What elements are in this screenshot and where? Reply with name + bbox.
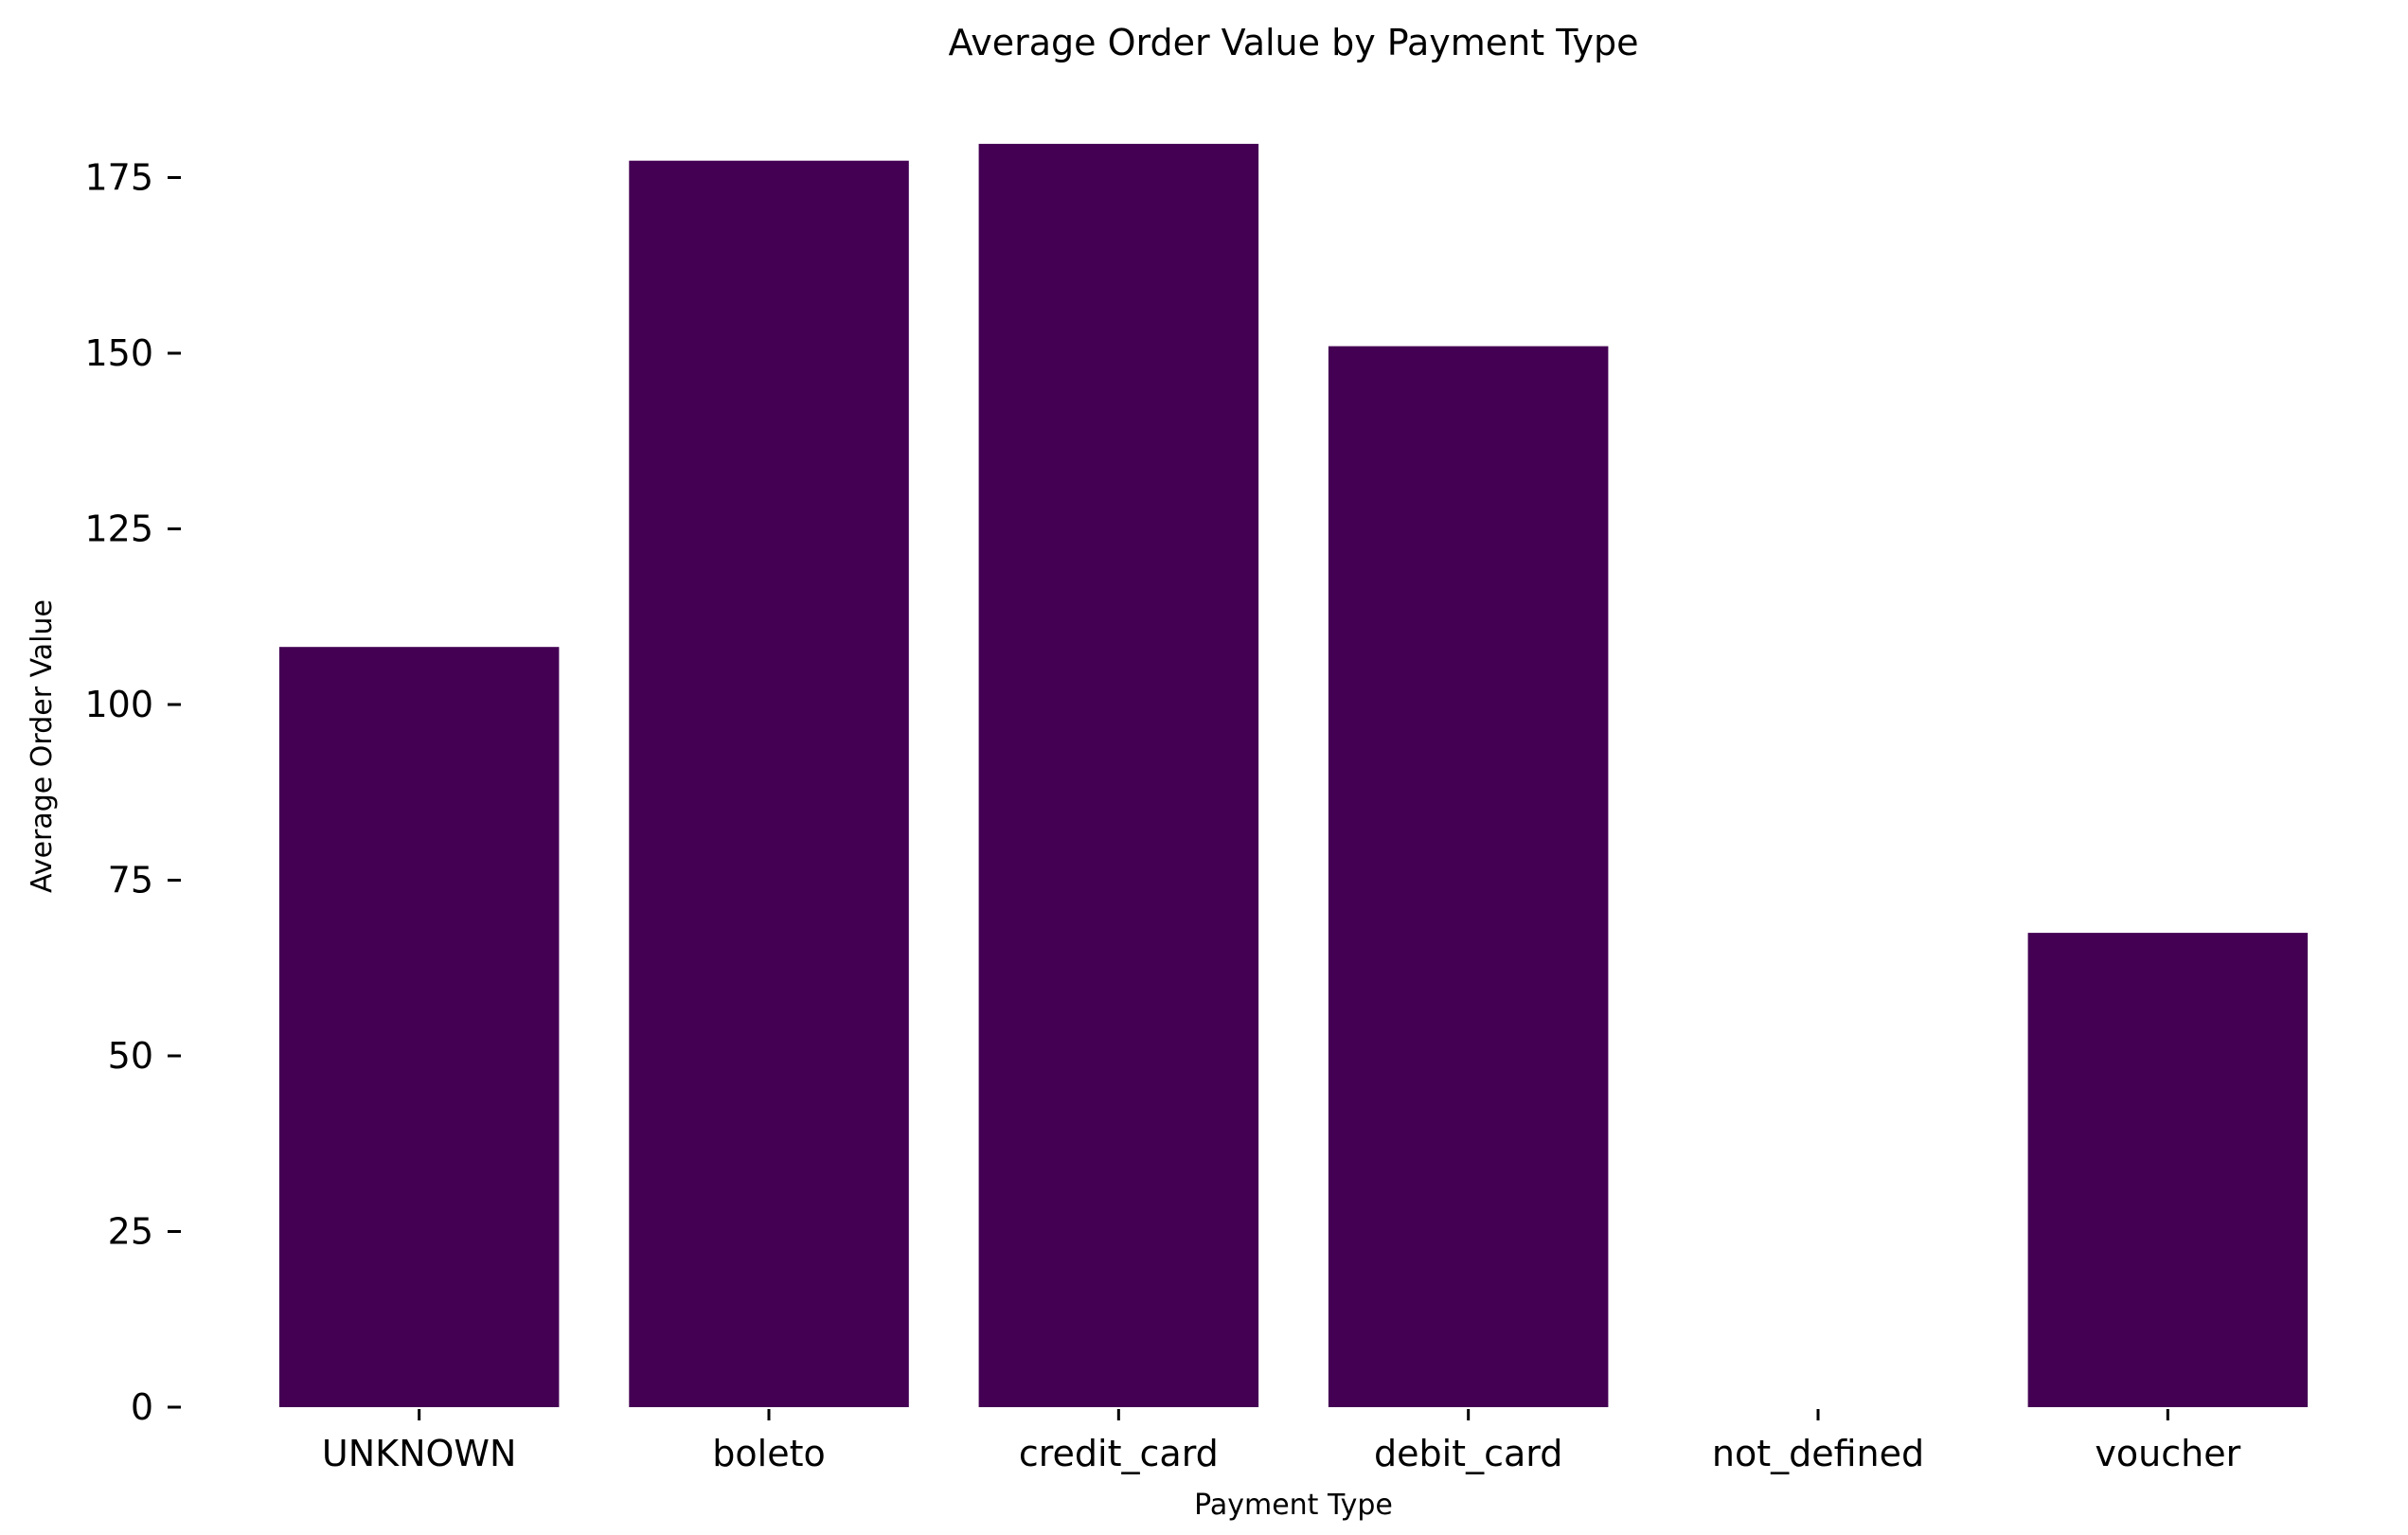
bar-credit-card [978,143,1259,1407]
y-tick-label: 125 [84,509,153,550]
bar-voucher [2027,933,2309,1407]
y-tick-label: 25 [108,1211,153,1253]
x-axis-ticks: UNKNOWN boleto credit_card debit_card not_de… [322,1409,2241,1474]
y-tick-label: 50 [108,1035,153,1077]
x-axis-label: Payment Type [1194,1489,1393,1522]
y-tick-label: 75 [108,860,153,901]
x-tick-label: debit_card [1374,1433,1562,1474]
y-tick-label: 100 [84,684,153,725]
x-tick-label: not_defined [1712,1433,1924,1474]
y-tick-label: 175 [84,157,153,199]
x-tick-label: UNKNOWN [322,1433,517,1474]
bar-unknown [278,647,560,1407]
x-tick-label: voucher [2095,1433,2240,1474]
y-axis-label: Average Order Value [26,599,59,893]
y-tick-label: 150 [84,332,153,374]
bar-debit-card [1328,346,1609,1408]
bar-group [278,143,2309,1408]
y-tick-label: 0 [131,1386,153,1428]
x-tick-label: credit_card [1019,1433,1219,1474]
x-tick-label: boleto [712,1433,825,1474]
y-axis-ticks: 0 25 50 75 100 125 150 175 [84,157,181,1428]
bar-boleto [629,160,909,1408]
chart-title: Average Order Value by Payment Type [948,22,1638,63]
